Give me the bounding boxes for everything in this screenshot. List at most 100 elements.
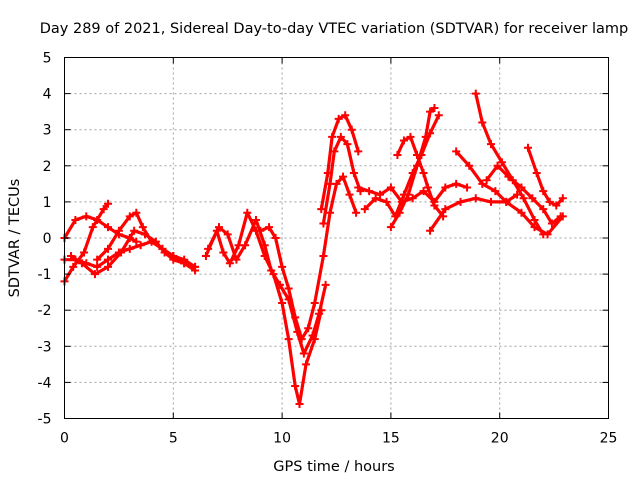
- data-point: [310, 298, 319, 307]
- data-point: [339, 172, 348, 181]
- data-point: [395, 208, 404, 217]
- data-point: [502, 197, 511, 206]
- data-point: [297, 335, 306, 344]
- data-point: [471, 194, 480, 203]
- data-point: [343, 140, 352, 149]
- series-line: [258, 175, 358, 341]
- y-tick-label: 5: [43, 51, 52, 67]
- data-point: [386, 223, 395, 232]
- data-point: [478, 179, 487, 188]
- data-point: [552, 201, 561, 210]
- data-point: [456, 197, 465, 206]
- series-line: [526, 146, 565, 208]
- data-point: [214, 223, 223, 232]
- data-point: [201, 252, 210, 261]
- data-point: [77, 259, 86, 268]
- y-tick-label: 0: [43, 231, 52, 247]
- data-point: [80, 248, 89, 257]
- data-point: [408, 194, 417, 203]
- y-tick-label: -5: [38, 412, 52, 428]
- data-point: [295, 400, 304, 409]
- data-point: [452, 179, 461, 188]
- data-point: [352, 208, 361, 217]
- data-point: [434, 111, 443, 120]
- series-track-g: [204, 215, 330, 358]
- data-point: [365, 187, 374, 196]
- data-point: [386, 183, 395, 192]
- series-line: [454, 149, 519, 204]
- x-tick-label: 5: [169, 431, 178, 447]
- data-point: [539, 230, 548, 239]
- data-point: [267, 266, 276, 275]
- data-point: [284, 335, 293, 344]
- data-point: [441, 183, 450, 192]
- data-point: [349, 169, 358, 178]
- data-point: [243, 208, 252, 217]
- data-point: [219, 248, 228, 257]
- data-point: [291, 382, 300, 391]
- data-point: [558, 194, 567, 203]
- data-point: [423, 183, 432, 192]
- data-point: [93, 255, 102, 264]
- y-tick-label: 4: [43, 87, 52, 103]
- data-point: [180, 259, 189, 268]
- data-point: [517, 183, 526, 192]
- data-point: [419, 169, 428, 178]
- x-tick-label: 0: [60, 431, 69, 447]
- data-point: [291, 313, 300, 322]
- data-point: [90, 270, 99, 279]
- data-point: [441, 205, 450, 214]
- data-point: [67, 252, 76, 261]
- data-point: [471, 89, 480, 98]
- data-point: [330, 147, 339, 156]
- data-point: [317, 205, 326, 214]
- data-point: [114, 226, 123, 235]
- data-point: [319, 219, 328, 228]
- data-point: [354, 183, 363, 192]
- data-point: [104, 244, 113, 253]
- data-point: [486, 140, 495, 149]
- data-point: [138, 223, 147, 232]
- data-point: [308, 331, 317, 340]
- series-track-q: [452, 147, 522, 206]
- data-point: [399, 136, 408, 145]
- data-point: [513, 190, 522, 199]
- data-point: [302, 360, 311, 369]
- data-point: [452, 147, 461, 156]
- data-point: [158, 244, 167, 253]
- data-point: [232, 255, 241, 264]
- data-point: [413, 161, 422, 170]
- data-point: [406, 132, 415, 141]
- data-point: [497, 158, 506, 167]
- chart-title: Day 289 of 2021, Sidereal Day-to-day VTE…: [40, 21, 629, 37]
- data-point: [132, 237, 141, 246]
- series-track-j: [319, 132, 365, 228]
- data-point: [376, 190, 385, 199]
- data-point: [486, 197, 495, 206]
- data-point: [523, 143, 532, 152]
- data-point: [169, 252, 178, 261]
- data-point: [334, 114, 343, 123]
- data-point: [328, 132, 337, 141]
- tick-layer: 0 5 10 15 20 25 -5 -4 -3 -2 -1 0 1 2 3 4 5: [38, 51, 618, 447]
- x-tick-label: 20: [491, 431, 509, 447]
- data-point: [430, 104, 439, 113]
- data-point: [82, 212, 91, 221]
- data-point: [532, 169, 541, 178]
- data-point: [539, 187, 548, 196]
- data-point: [341, 111, 350, 120]
- data-point: [130, 226, 139, 235]
- series-track-a: [60, 199, 113, 286]
- data-point: [545, 197, 554, 206]
- y-tick-label: 2: [43, 159, 52, 175]
- data-point: [104, 255, 113, 264]
- data-point: [315, 309, 324, 318]
- series-track-s: [523, 143, 567, 210]
- series-layer: [60, 89, 567, 409]
- series-track-r: [482, 161, 565, 228]
- data-point: [517, 208, 526, 217]
- data-point: [547, 219, 556, 228]
- x-axis-label: GPS time / hours: [273, 459, 394, 475]
- series-track-i: [317, 111, 363, 214]
